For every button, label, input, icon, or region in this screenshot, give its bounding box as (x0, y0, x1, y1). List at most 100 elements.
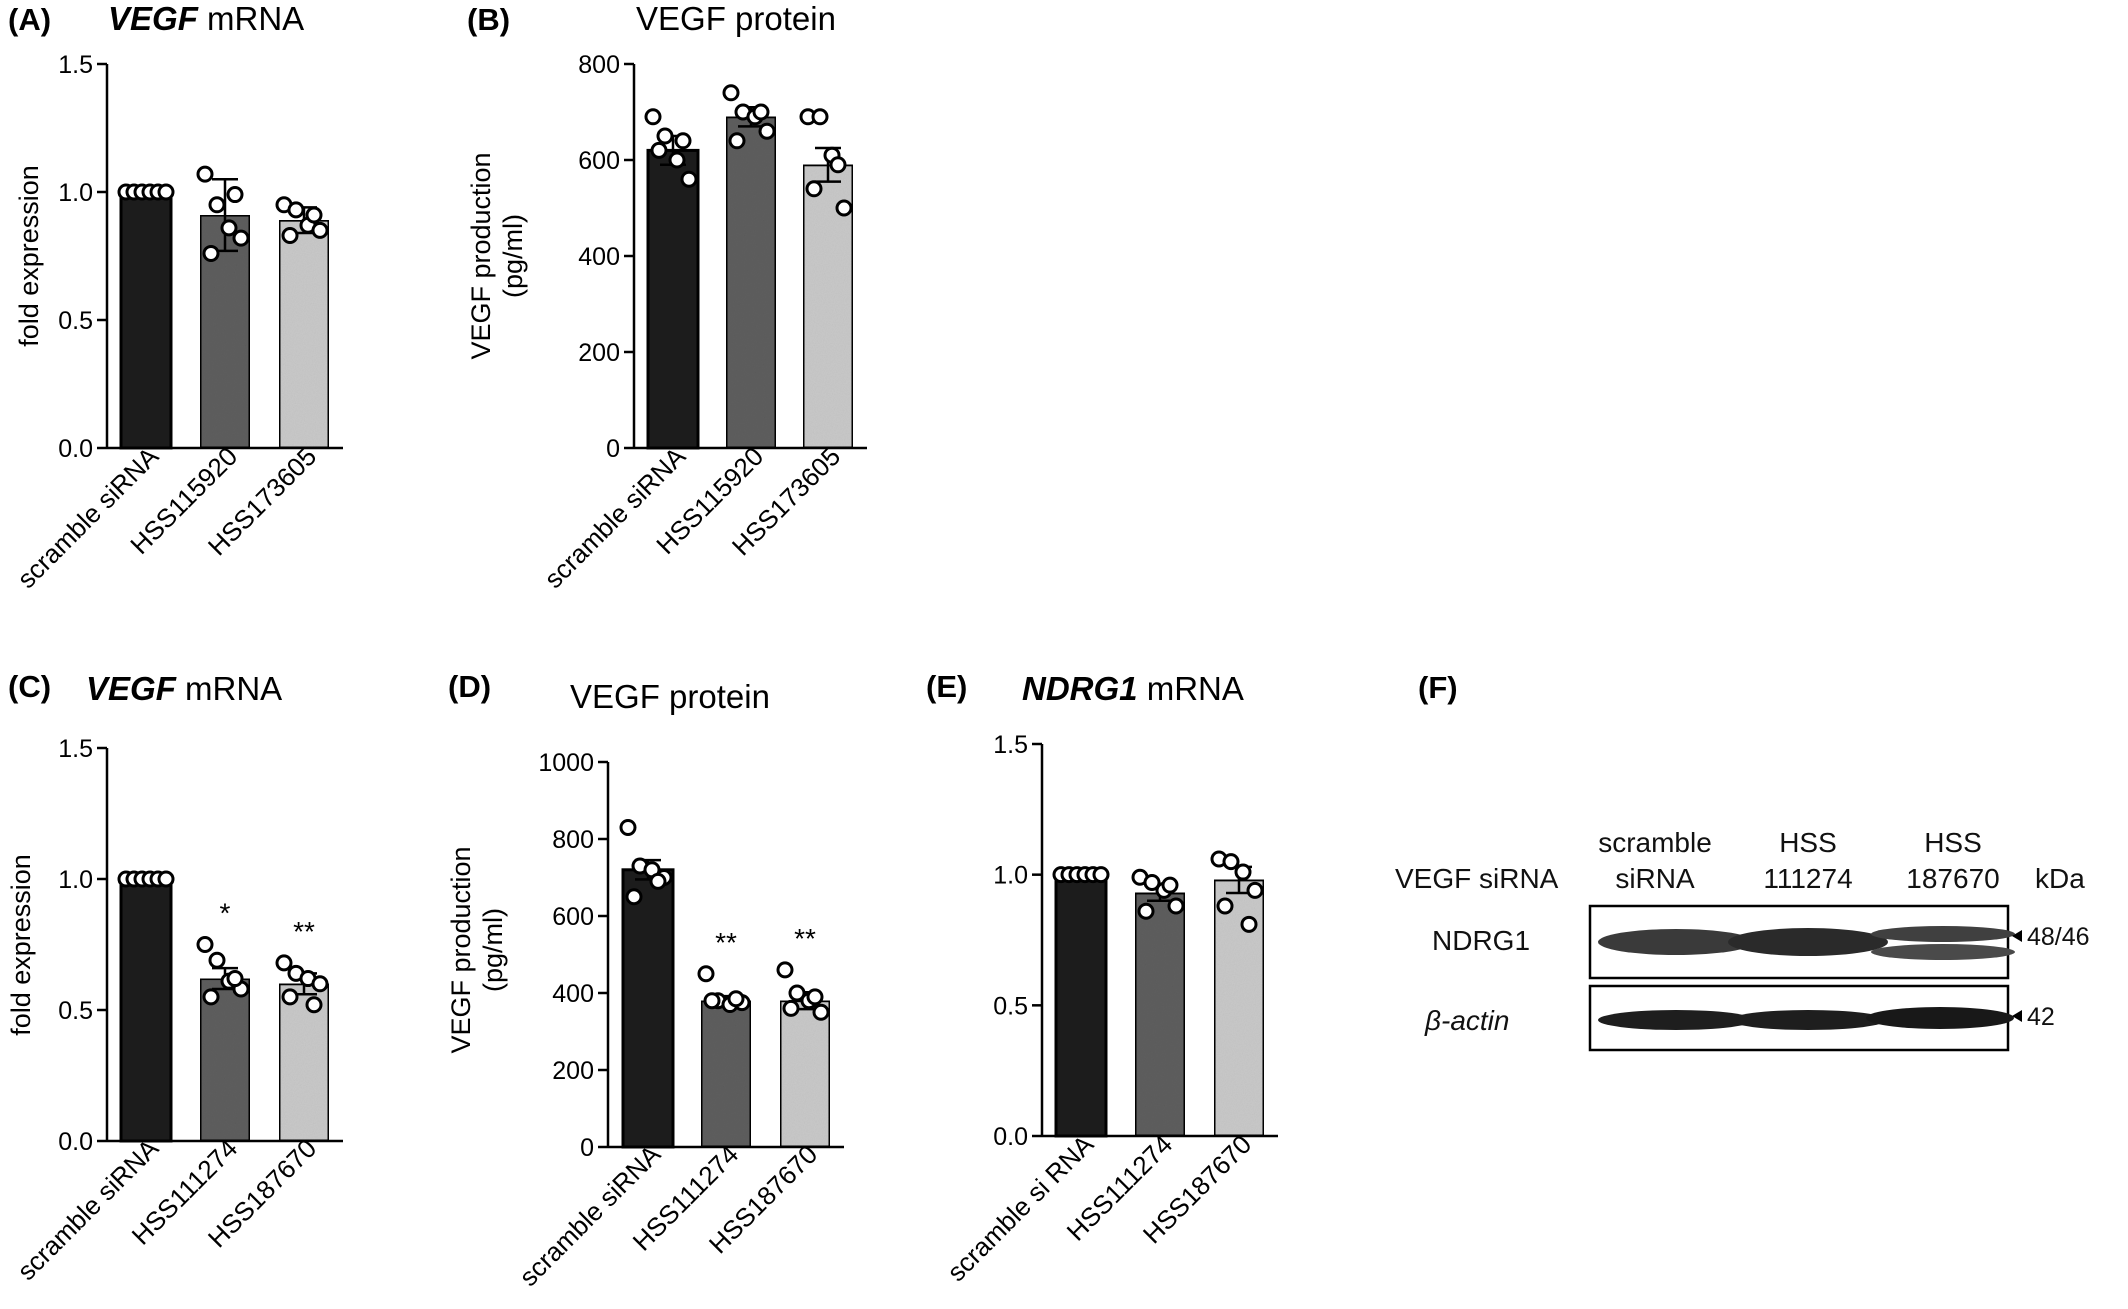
y-axis-title: VEGF production (446, 846, 476, 1053)
bar-2 (1133, 891, 1187, 1138)
data-point (776, 961, 794, 979)
y-tick-label: 0.0 (58, 1128, 93, 1156)
data-point (619, 818, 637, 836)
blot-band-label-actin: β-actin (1424, 1005, 1509, 1036)
data-point (208, 196, 226, 214)
data-point (680, 170, 698, 188)
y-tick-label: 1.0 (993, 862, 1028, 890)
data-point (220, 219, 238, 237)
bar-3 (277, 218, 331, 450)
chart-title: VEGF protein (570, 678, 770, 715)
data-point (758, 122, 776, 140)
y-tick-label: 1.5 (993, 731, 1028, 759)
blot-lane-3-line1: HSS (1924, 827, 1982, 858)
chart-title-gene: VEGF (108, 0, 199, 37)
chart-panel-5: (E) NDRG1 mRNA 0.0 0.5 1.0 1.5 scramble si RNA… (926, 669, 1278, 1287)
data-point (722, 84, 740, 102)
blot-lane-3-line2: 187670 (1906, 863, 1999, 894)
data-point (202, 244, 220, 262)
chart-title: NDRG1 mRNA (1022, 670, 1244, 707)
data-point (1143, 874, 1161, 892)
data-point (202, 988, 220, 1006)
data-point (226, 970, 244, 988)
data-point (674, 132, 692, 150)
chart-title-gene: NDRG1 (1022, 670, 1138, 707)
chart-title-text: VEGF protein (636, 0, 836, 37)
y-axis-unit: (pg/ml) (478, 908, 508, 992)
data-point (650, 141, 668, 159)
data-point (196, 165, 214, 183)
data-point (281, 988, 299, 1006)
chart-title: VEGF protein (636, 0, 836, 37)
data-point (305, 206, 323, 224)
blot-marker-arrow-ndrg1 (2012, 930, 2022, 942)
chart-title-text: mRNA (1138, 670, 1244, 707)
bar-3 (1212, 878, 1266, 1138)
data-point (1092, 866, 1110, 884)
y-axis-unit: (pg/ml) (498, 214, 528, 298)
data-point (805, 180, 823, 198)
blot-band-ndrg1-lane3-upper (1871, 926, 2015, 942)
blot-lane-1-line1: scramble (1598, 827, 1712, 858)
data-point (1222, 853, 1240, 871)
data-point (1161, 876, 1179, 894)
data-point (157, 183, 175, 201)
y-axis-title: fold expression (6, 854, 36, 1036)
y-tick-label: 1.0 (58, 866, 93, 894)
y-tick-label: 600 (578, 147, 620, 175)
data-point (196, 936, 214, 953)
data-point (728, 132, 746, 150)
bar-1 (646, 148, 700, 450)
blot-band-actin-lane2 (1730, 1010, 1886, 1030)
blot-marker-arrow-actin (2012, 1010, 2022, 1022)
y-tick-label: 800 (578, 51, 620, 79)
panel-letter-f: (F) (1418, 670, 1458, 705)
bar-1 (621, 868, 675, 1149)
data-point (788, 984, 806, 1002)
y-tick-label: 1.0 (58, 179, 93, 207)
y-tick-label: 0.5 (58, 307, 93, 335)
y-tick-label: 200 (552, 1057, 594, 1085)
blot-band-actin-lane1 (1598, 1010, 1754, 1030)
data-point (697, 965, 715, 983)
panel-letter: (D) (448, 669, 491, 704)
data-point (806, 988, 824, 1006)
panel-letter: (B) (467, 2, 510, 37)
data-point (752, 103, 770, 121)
data-point (703, 992, 721, 1010)
data-point (649, 872, 667, 890)
y-tick-label: 1.5 (58, 735, 93, 763)
bar-3 (778, 999, 832, 1149)
blot-band-label-ndrg1: NDRG1 (1432, 925, 1530, 956)
significance-marker: ** (293, 916, 315, 947)
y-tick-label: 0 (580, 1134, 594, 1162)
data-point (157, 870, 175, 888)
data-point (829, 156, 847, 174)
category-label-1: scramble si RNA (941, 1129, 1100, 1288)
blot-marker-ndrg1: 48/46 (2027, 923, 2090, 951)
data-point (811, 108, 829, 126)
data-point (656, 127, 674, 145)
blot-lane-1-line2: siRNA (1615, 863, 1695, 894)
chart-panel-4: (D) VEGF protein 0 200 400 600 800 1000 VEGF pro… (446, 669, 844, 1292)
significance-marker: ** (715, 927, 737, 958)
blot-lane-2-line2: 111274 (1763, 863, 1852, 894)
blot-kda-label: kDa (2035, 863, 2085, 894)
data-point (782, 999, 800, 1017)
data-point (226, 186, 244, 204)
bar-1 (119, 877, 173, 1143)
y-axis-title: VEGF production (466, 152, 496, 359)
data-point (281, 227, 299, 245)
bar-1 (1054, 873, 1108, 1138)
chart-title: VEGF mRNA (108, 0, 304, 37)
y-tick-label: 0.5 (58, 997, 93, 1025)
data-point (1137, 902, 1155, 920)
y-tick-label: 0.0 (58, 435, 93, 463)
data-point (835, 199, 853, 217)
y-axis-title: fold expression (14, 165, 44, 347)
chart-panel-1: (A) VEGF mRNA 0.0 0.5 1.0 1.5 fold expression s… (8, 0, 343, 594)
chart-title-text: mRNA (176, 670, 282, 707)
significance-marker: ** (794, 923, 816, 954)
